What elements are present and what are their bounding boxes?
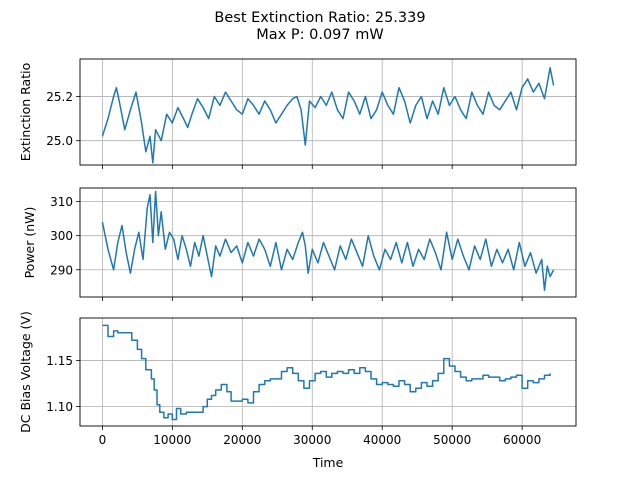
dc-bias-voltage-y-axis-label: DC Bias Voltage (V) (18, 311, 33, 433)
extinction-ratio-axes-frame (79, 58, 577, 166)
dc-bias-voltage-subplot: 0 10000 20000 30000 40000 50000 60000 1.10 1.15 D… (18, 311, 577, 447)
dc-bias-voltage-x-tick-label: 30000 (293, 433, 331, 447)
dc-bias-voltage-y-tick-label: 1.15 (46, 354, 73, 368)
extinction-ratio-y-axis-label: Extinction Ratio (18, 63, 33, 161)
power-series-line (101, 190, 555, 291)
power-y-tick-label: 290 (50, 263, 73, 277)
extinction-ratio-y-tick-label: 25.0 (46, 134, 73, 148)
extinction-ratio-subplot: 25.0 25.2 Extinction Ratio (18, 58, 577, 169)
extinction-ratio-series-line (101, 67, 555, 164)
power-y-axis-label: Power (nW) (22, 207, 37, 279)
dc-bias-voltage-x-tick-label: 50000 (433, 433, 471, 447)
dc-bias-voltage-series-line (102, 324, 551, 421)
power-subplot: 290 300 310 Power (nW) (22, 187, 577, 301)
power-y-tick-label: 300 (50, 229, 73, 243)
dc-bias-voltage-x-tick-label: 40000 (363, 433, 401, 447)
dc-bias-voltage-x-tick-label: 20000 (223, 433, 261, 447)
dc-bias-voltage-x-tick-label: 60000 (503, 433, 541, 447)
power-axes-frame (79, 187, 577, 298)
power-y-tick-label: 310 (50, 195, 73, 209)
dc-bias-voltage-x-tick-label: 10000 (153, 433, 191, 447)
x-axis-label: Time (312, 455, 344, 470)
figure-title-line2: Max P: 0.097 mW (256, 27, 383, 43)
dc-bias-voltage-x-tick-label: 0 (99, 433, 107, 447)
dc-bias-voltage-axes-frame (79, 317, 577, 427)
figure-title-line1: Best Extinction Ratio: 25.339 (214, 10, 425, 26)
extinction-ratio-y-tick-label: 25.2 (46, 90, 73, 104)
dc-bias-voltage-y-tick-label: 1.10 (46, 400, 73, 414)
